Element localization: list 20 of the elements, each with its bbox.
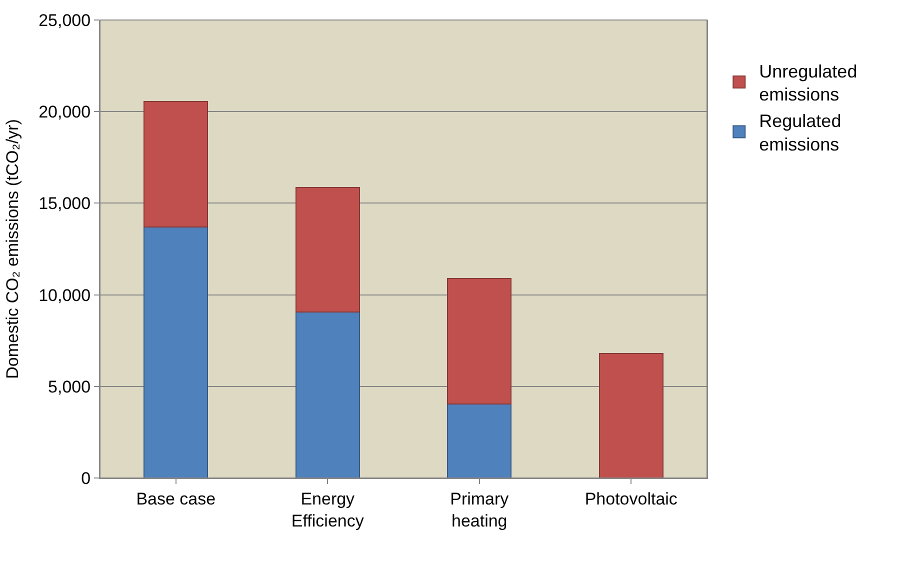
x-tick-label: Energy Efficiency [291,489,364,530]
y-tick-label: 0 [81,468,91,488]
bar [447,278,512,404]
x-tick-label: Photovoltaic [584,489,678,508]
x-tick-label: Base case [136,489,216,508]
y-axis-title: Domestic CO₂ emissions (tCO₂/yr) [3,119,22,379]
bar [295,312,360,478]
y-tick-label: 25,000 [38,10,91,30]
y-tick-label: 10,000 [38,286,91,305]
legend-label: Unregulated emissions [759,61,858,105]
x-tick-label: Primary heating [450,489,510,530]
bar [144,226,208,478]
y-tick-label: 20,000 [38,102,91,122]
bar [295,187,360,313]
bar [144,101,208,228]
bar [447,403,512,478]
bar [598,352,664,478]
y-tick-label: 5,000 [48,377,91,396]
y-tick-label: 15,000 [38,194,91,214]
legend-label: Regulated emissions [759,111,842,154]
